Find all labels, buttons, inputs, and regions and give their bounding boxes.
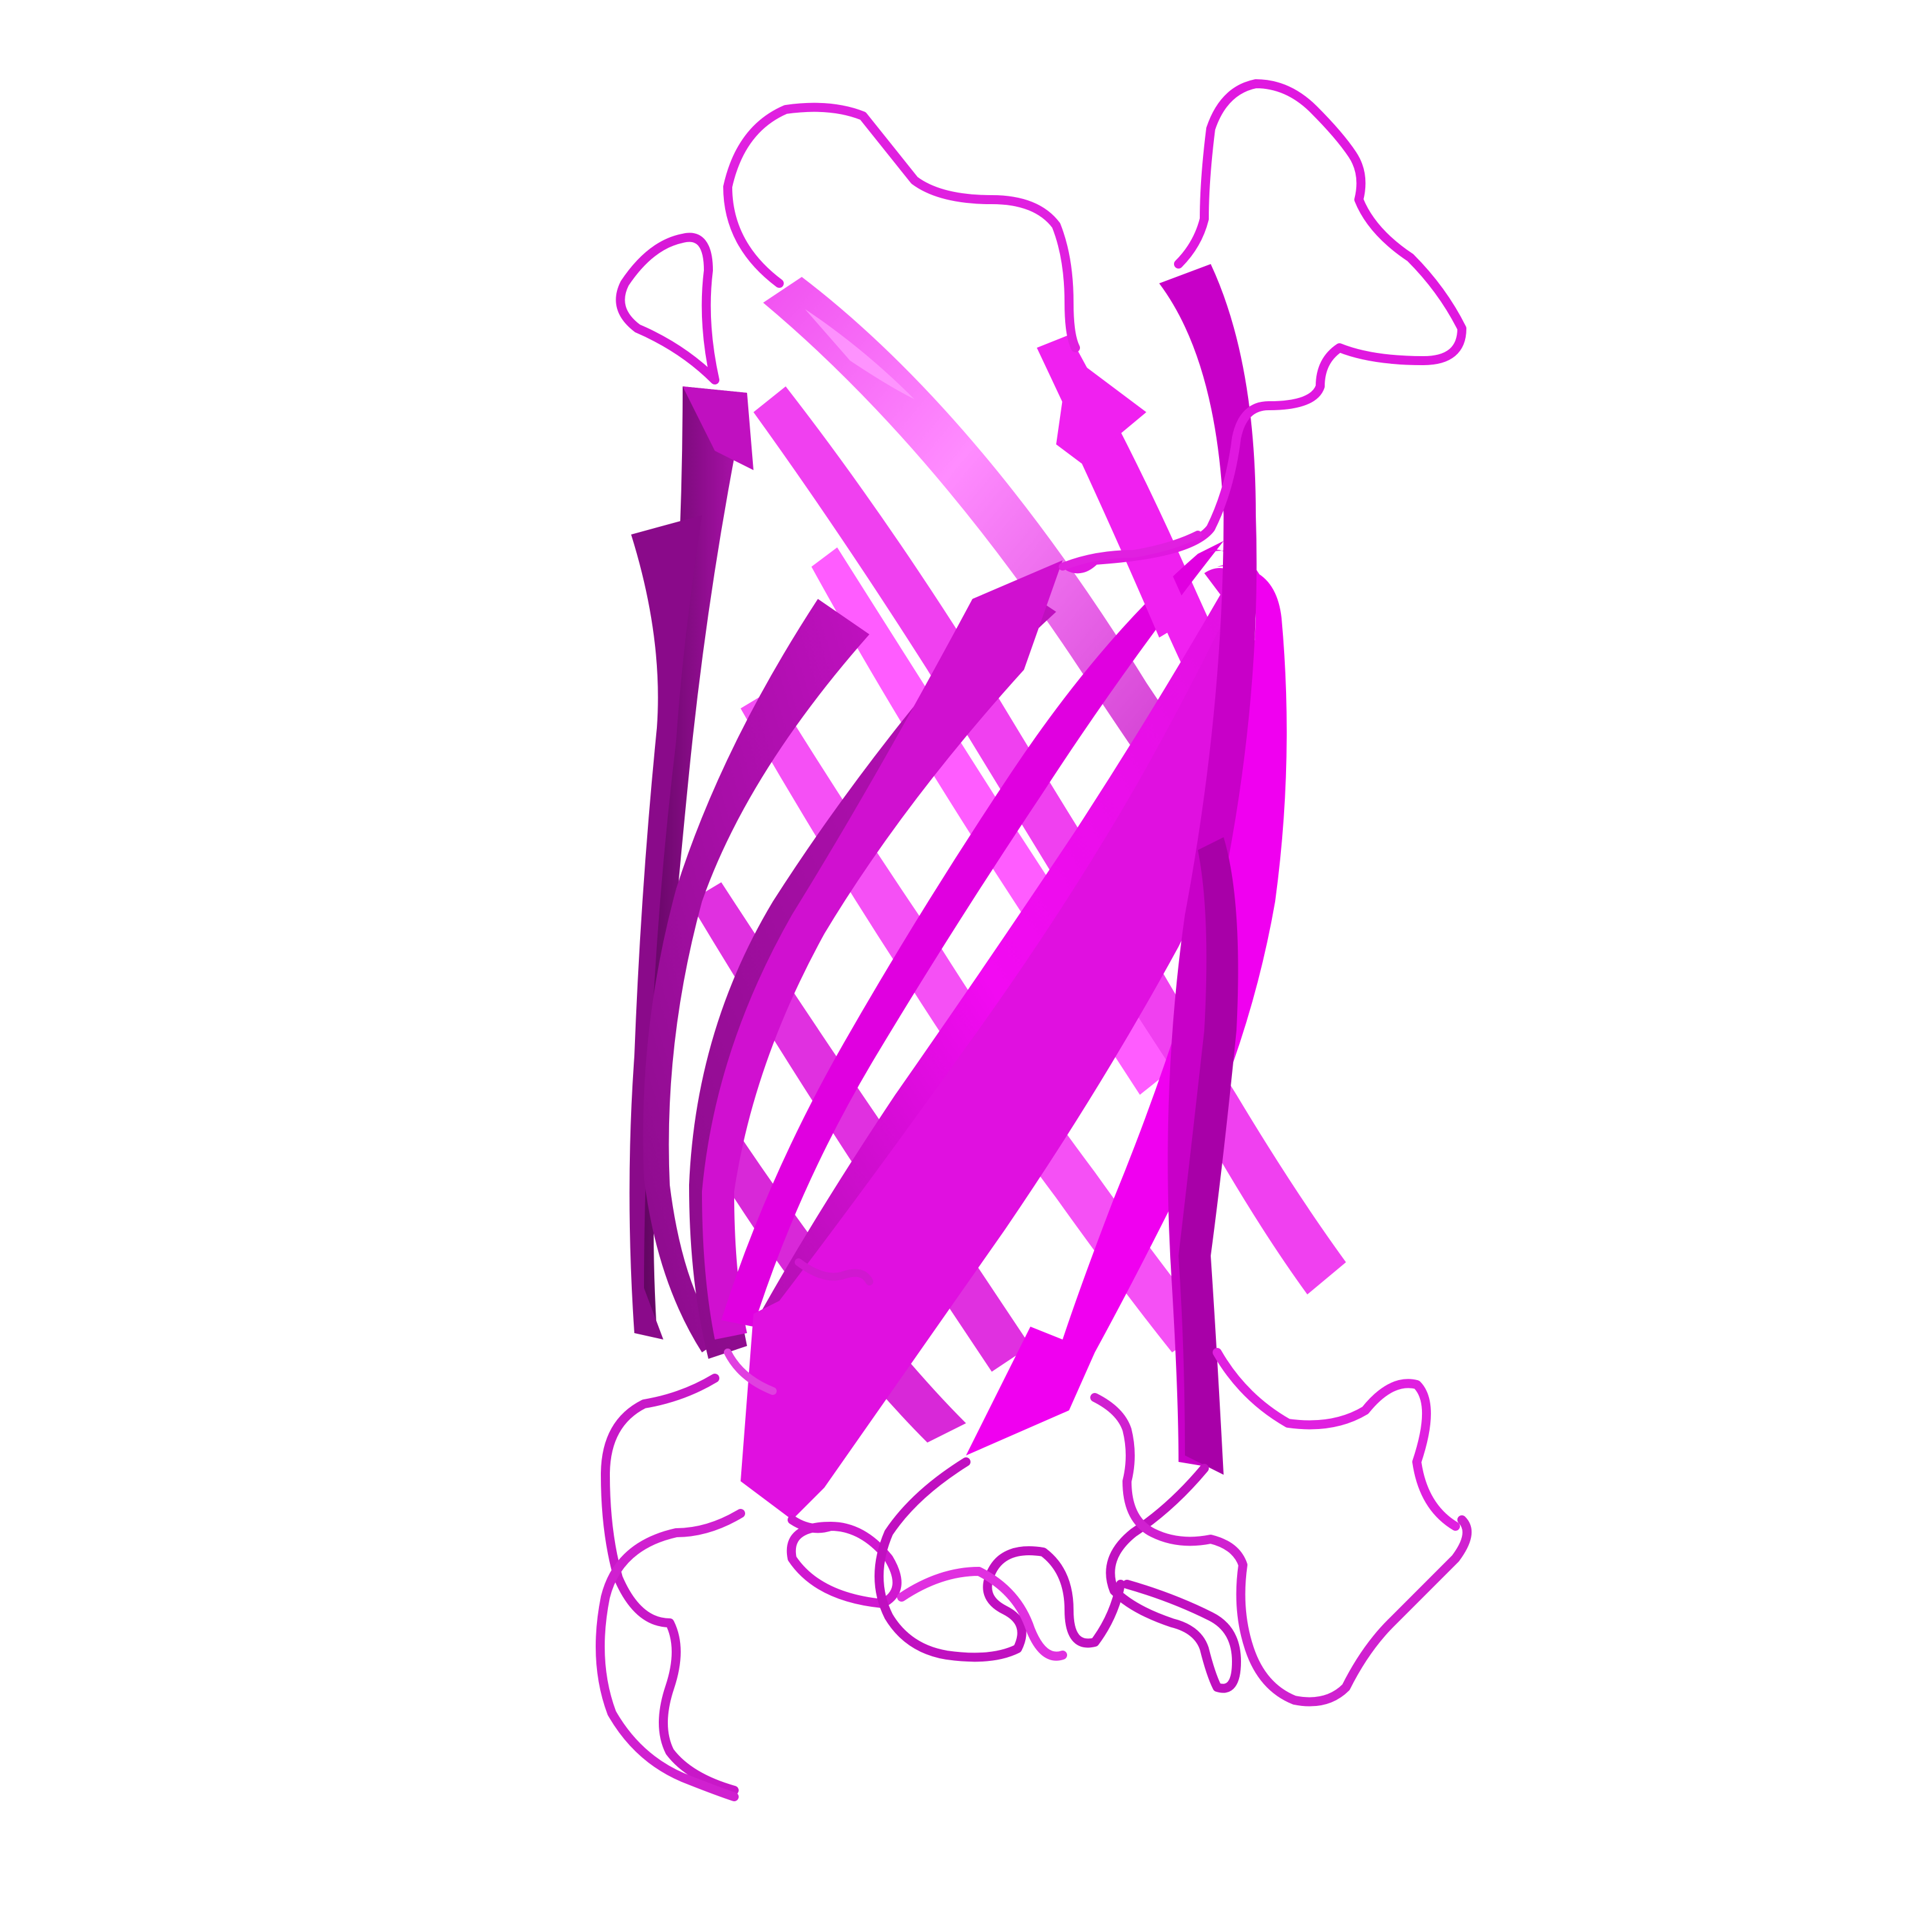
beta-strand-left-2: [643, 599, 869, 1352]
loop-mid-connector: [1059, 531, 1202, 571]
beta-strand-back-1: [763, 277, 1262, 876]
beta-strand-front-1: [702, 560, 1063, 1340]
loop-top-left-small: [616, 232, 719, 384]
beta-strand-front-arrow: [741, 568, 1282, 1520]
loop-bottom-center-3: [897, 1567, 1067, 1661]
loop-lower-mid: [795, 1258, 873, 1285]
beta-strand-front-main: [760, 549, 1262, 1327]
loop-bottom-center-1: [786, 1515, 902, 1608]
beta-strand-left-edge-2: [629, 515, 702, 1340]
loop-bottom-right-1: [1106, 1464, 1241, 1693]
front-strands: [683, 264, 1287, 1520]
strand-highlight: [805, 309, 914, 399]
beta-strand-front-2: [721, 541, 1224, 1327]
beta-strand-right-outer: [1179, 837, 1238, 1475]
loop-lower-left-connector: [724, 1349, 777, 1395]
loop-bottom-left: [601, 1374, 739, 1795]
loop-bottom-right-3: [1213, 1348, 1460, 1531]
beta-strand-top-left-arrow: [683, 386, 753, 470]
beta-strand-top-right: [1056, 354, 1191, 638]
loop-bottom-center-2: [875, 1457, 1125, 1662]
loop-bottom-right-2: [1090, 1393, 1472, 1707]
loop-bottom-left-outer: [596, 1509, 745, 1801]
loop-top-center: [723, 102, 1080, 352]
loop-top-right: [1065, 79, 1466, 574]
loops: [596, 79, 1472, 1801]
